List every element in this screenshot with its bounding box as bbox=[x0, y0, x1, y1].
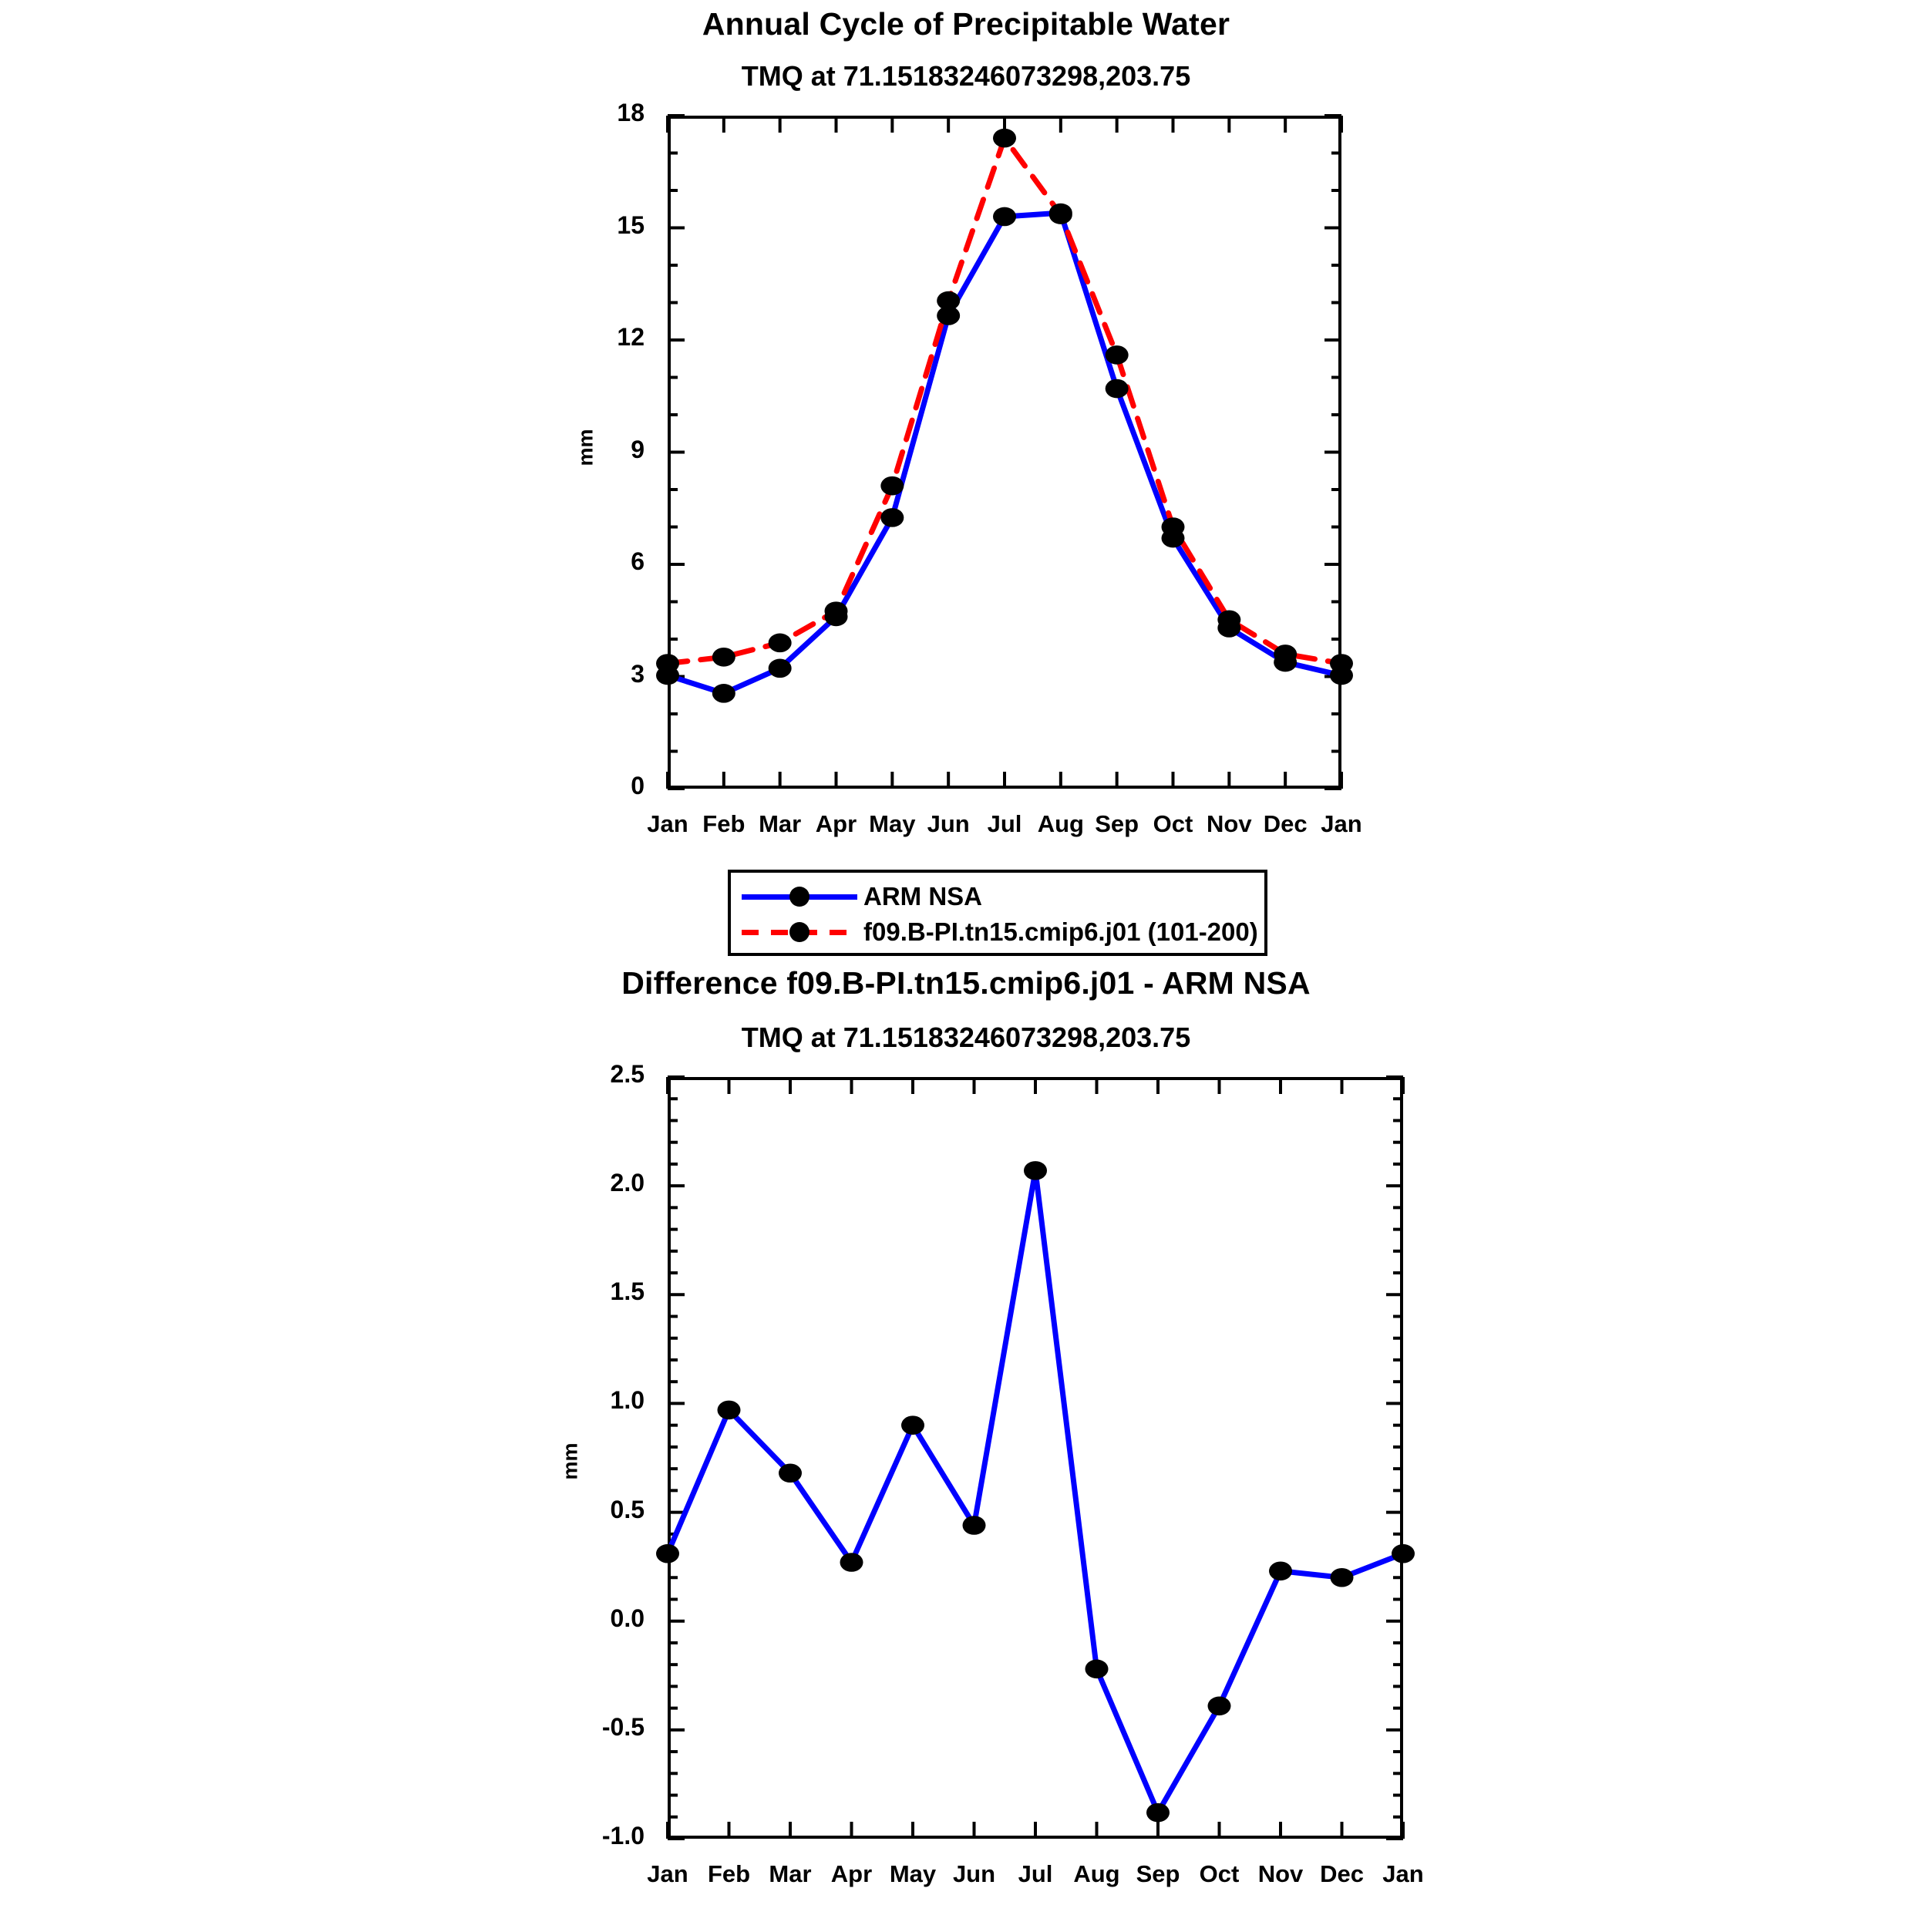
data-point-marker bbox=[993, 128, 1016, 148]
data-point-marker bbox=[712, 647, 735, 667]
data-point-marker bbox=[712, 684, 735, 703]
top-subtitle: TMQ at 71.15183246073298,203.75 bbox=[741, 60, 1191, 92]
legend-swatch-solid-line bbox=[742, 887, 857, 907]
data-point-marker bbox=[880, 508, 904, 527]
data-point-marker bbox=[1146, 1802, 1170, 1823]
legend-label-model: f09.B-PI.tn15.cmip6.j01 (101-200) bbox=[863, 917, 1258, 946]
x-tick-label: Aug bbox=[1037, 810, 1084, 837]
data-point-marker bbox=[824, 601, 848, 621]
data-point-marker bbox=[1217, 610, 1241, 630]
data-point-marker bbox=[1392, 1543, 1415, 1563]
legend-item-arm-nsa[interactable]: ARM NSA bbox=[742, 879, 982, 914]
y-tick-label: 0 bbox=[631, 772, 645, 799]
x-tick-label: Jan bbox=[1382, 1860, 1424, 1887]
bottom-subtitle: TMQ at 71.15183246073298,203.75 bbox=[741, 1022, 1191, 1053]
x-tick-label: Jan bbox=[1321, 810, 1362, 837]
x-tick-label: Sep bbox=[1095, 810, 1139, 837]
data-point-marker bbox=[656, 1543, 679, 1563]
data-point-marker bbox=[1330, 654, 1353, 673]
main-title: Annual Cycle of Precipitable Water bbox=[702, 6, 1230, 42]
y-tick-label: 18 bbox=[617, 99, 645, 126]
difference-plot: mm -1.0 -0.5 0.0 0.5 1.0 1.5 2.0 2.5 Jan Feb Mar Ap… bbox=[0, 1033, 1932, 1932]
data-point-marker bbox=[1269, 1561, 1292, 1581]
data-point-marker bbox=[840, 1553, 863, 1572]
data-point-marker bbox=[937, 291, 961, 311]
x-tick-label: Feb bbox=[707, 1860, 751, 1887]
difference-title: Difference f09.B-PI.tn15.cmip6.j01 - ARM… bbox=[621, 965, 1311, 1001]
x-tick-label: Jun bbox=[952, 1860, 996, 1887]
x-tick-label: Dec bbox=[1263, 810, 1308, 837]
y-tick-label: 2.0 bbox=[610, 1169, 645, 1197]
x-tick-label: May bbox=[869, 810, 916, 837]
x-tick-label: Sep bbox=[1136, 1860, 1180, 1887]
y-tick-label: -0.5 bbox=[601, 1712, 645, 1741]
data-point-marker bbox=[1105, 379, 1129, 399]
x-tick-label: Dec bbox=[1320, 1860, 1364, 1887]
data-point-marker bbox=[1207, 1696, 1231, 1716]
legend bbox=[728, 870, 1267, 956]
data-point-marker bbox=[1085, 1659, 1109, 1679]
x-tick-label: Aug bbox=[1073, 1860, 1120, 1887]
x-tick-label: Mar bbox=[769, 1860, 812, 1887]
x-tick-label: Jul bbox=[1018, 1860, 1053, 1887]
top-plot-svg bbox=[656, 114, 1353, 790]
y-tick-label: -1.0 bbox=[601, 1822, 645, 1850]
x-tick-label: Jun bbox=[927, 810, 970, 837]
x-tick-label: Nov bbox=[1207, 810, 1252, 837]
data-point-marker bbox=[962, 1516, 986, 1535]
data-point-marker bbox=[1274, 645, 1298, 664]
x-tick-label: May bbox=[889, 1860, 937, 1887]
y-tick-label: 3 bbox=[631, 659, 645, 688]
y-tick-label: 1.0 bbox=[610, 1386, 645, 1415]
data-point-marker bbox=[1048, 205, 1072, 224]
data-point-marker bbox=[768, 658, 792, 678]
data-point-marker bbox=[1330, 1567, 1354, 1587]
data-point-marker bbox=[880, 476, 904, 496]
data-point-marker bbox=[901, 1415, 924, 1435]
data-point-marker bbox=[656, 654, 679, 673]
data-point-marker bbox=[937, 306, 961, 325]
data-point-marker bbox=[1105, 345, 1129, 365]
x-tick-label: Nov bbox=[1257, 1860, 1304, 1887]
y-tick-label: 2.5 bbox=[610, 1060, 645, 1088]
y-tick-label: 1.5 bbox=[610, 1277, 645, 1306]
data-point-marker bbox=[717, 1400, 741, 1420]
y-tick-label: 9 bbox=[631, 435, 645, 463]
data-point-marker bbox=[1161, 517, 1185, 537]
data-point-marker bbox=[779, 1463, 802, 1483]
x-tick-label: Mar bbox=[759, 810, 802, 837]
x-tick-label: Jan bbox=[647, 1860, 688, 1887]
data-point-marker bbox=[1024, 1161, 1047, 1180]
x-tick-label: Apr bbox=[830, 1860, 873, 1887]
bottom-plot-frame bbox=[668, 1077, 1403, 1839]
y-tick-label: 15 bbox=[617, 210, 645, 239]
y-tick-label: 6 bbox=[631, 547, 645, 575]
y-tick-label: 0.0 bbox=[610, 1604, 645, 1632]
series-line-difference bbox=[665, 1167, 1406, 1816]
data-point-marker bbox=[768, 633, 792, 653]
x-tick-label: Feb bbox=[702, 810, 746, 837]
x-tick-label: Apr bbox=[815, 810, 857, 837]
precipitable-water-plot: mm 0 3 6 9 12 15 18 Jan Feb Mar Apr May Jun Jul Aug Sep… bbox=[0, 0, 1932, 848]
x-tick-label: Jul bbox=[987, 810, 1022, 837]
x-tick-label: Oct bbox=[1153, 810, 1193, 837]
data-point-marker bbox=[993, 207, 1016, 227]
y-tick-label: 12 bbox=[617, 323, 645, 351]
x-tick-label: Jan bbox=[647, 810, 688, 837]
bottom-plot-svg bbox=[656, 1075, 1415, 1840]
legend-item-model[interactable]: f09.B-PI.tn15.cmip6.j01 (101-200) bbox=[742, 914, 1258, 950]
y-tick-label: 0.5 bbox=[610, 1495, 645, 1523]
x-tick-label: Oct bbox=[1199, 1860, 1240, 1887]
legend-label-arm-nsa: ARM NSA bbox=[863, 882, 982, 910]
legend-swatch-dashed-line bbox=[742, 922, 857, 942]
